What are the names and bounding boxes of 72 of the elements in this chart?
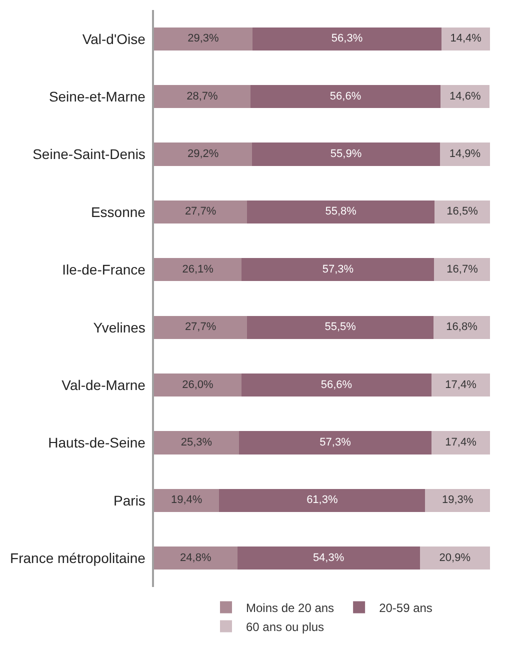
bar (440, 142, 490, 166)
bar (241, 374, 432, 397)
data-label: 55,8% (325, 206, 357, 218)
bar (432, 374, 490, 397)
data-label: 16,8% (446, 321, 478, 334)
bar (247, 316, 434, 339)
bar (250, 85, 441, 108)
bar (154, 142, 252, 166)
bar (242, 258, 434, 282)
data-label: 19,3% (442, 494, 474, 506)
data-label: 61,3% (306, 494, 338, 506)
legend-label: 20-59 ans (379, 600, 432, 615)
bar (237, 546, 420, 570)
data-label: 56,3% (331, 32, 363, 45)
data-label: 19,4% (170, 494, 202, 506)
bar (154, 488, 220, 512)
bar (442, 27, 490, 50)
bar (420, 546, 490, 570)
data-label: 29,2% (187, 148, 219, 160)
y-tick-label: Val-d'Oise (82, 30, 146, 47)
bar (434, 316, 490, 339)
data-label: 56,6% (330, 90, 362, 102)
data-label: 57,3% (322, 263, 354, 276)
data-label: 26,1% (182, 263, 214, 276)
y-tick-label: Hauts-de-Seine (48, 434, 146, 451)
data-label: 55,5% (324, 321, 356, 334)
bar (434, 258, 490, 282)
legend-label: 60 ans ou plus (246, 620, 324, 634)
data-label: 20,9% (439, 552, 471, 564)
bar (432, 431, 490, 454)
data-label: 16,7% (446, 263, 478, 276)
y-tick-label: Paris (114, 492, 146, 508)
y-tick-label: Ile-de-France (62, 262, 146, 278)
data-label: 14,4% (450, 32, 482, 45)
data-label: 55,9% (330, 148, 362, 160)
data-label: 24,8% (180, 552, 212, 564)
data-label: 14,9% (449, 148, 481, 160)
y-tick-label: Seine-Saint-Denis (32, 146, 146, 162)
data-label: 17,4% (445, 436, 477, 448)
legend-label: Moins de 20 ans (246, 600, 334, 615)
bar (154, 85, 250, 108)
y-tick-label: Seine-et-Marne (48, 88, 146, 104)
y-tick-label: Essonne (90, 204, 146, 220)
bar (154, 27, 252, 50)
bar (252, 27, 442, 50)
bar (239, 431, 432, 454)
data-label: 26,0% (182, 378, 214, 391)
bar (252, 142, 440, 166)
bar (425, 488, 490, 512)
bar (434, 200, 490, 224)
data-label: 16,5% (446, 206, 478, 218)
y-tick-label: France métropolitaine (10, 550, 146, 566)
data-label: 54,3% (312, 552, 344, 564)
bar (154, 200, 248, 224)
data-label: 28,7% (186, 90, 218, 102)
bar (219, 488, 426, 512)
bar (154, 258, 242, 282)
bar (247, 200, 435, 224)
y-tick-label: Val-de-Marne (62, 376, 146, 393)
data-label: 29,3% (188, 32, 220, 45)
data-label: 56,6% (320, 378, 352, 391)
bar (154, 316, 248, 339)
y-tick-label: Yvelines (93, 319, 146, 336)
data-label: 27,7% (184, 321, 216, 334)
bar (154, 374, 242, 397)
data-label: 14,6% (450, 90, 481, 102)
bar (154, 546, 238, 570)
data-label: 27,7% (184, 206, 216, 218)
data-label: 25,3% (180, 436, 212, 448)
data-label: 17,4% (445, 378, 477, 391)
bar (154, 431, 240, 454)
data-label: 57,3% (320, 436, 352, 448)
